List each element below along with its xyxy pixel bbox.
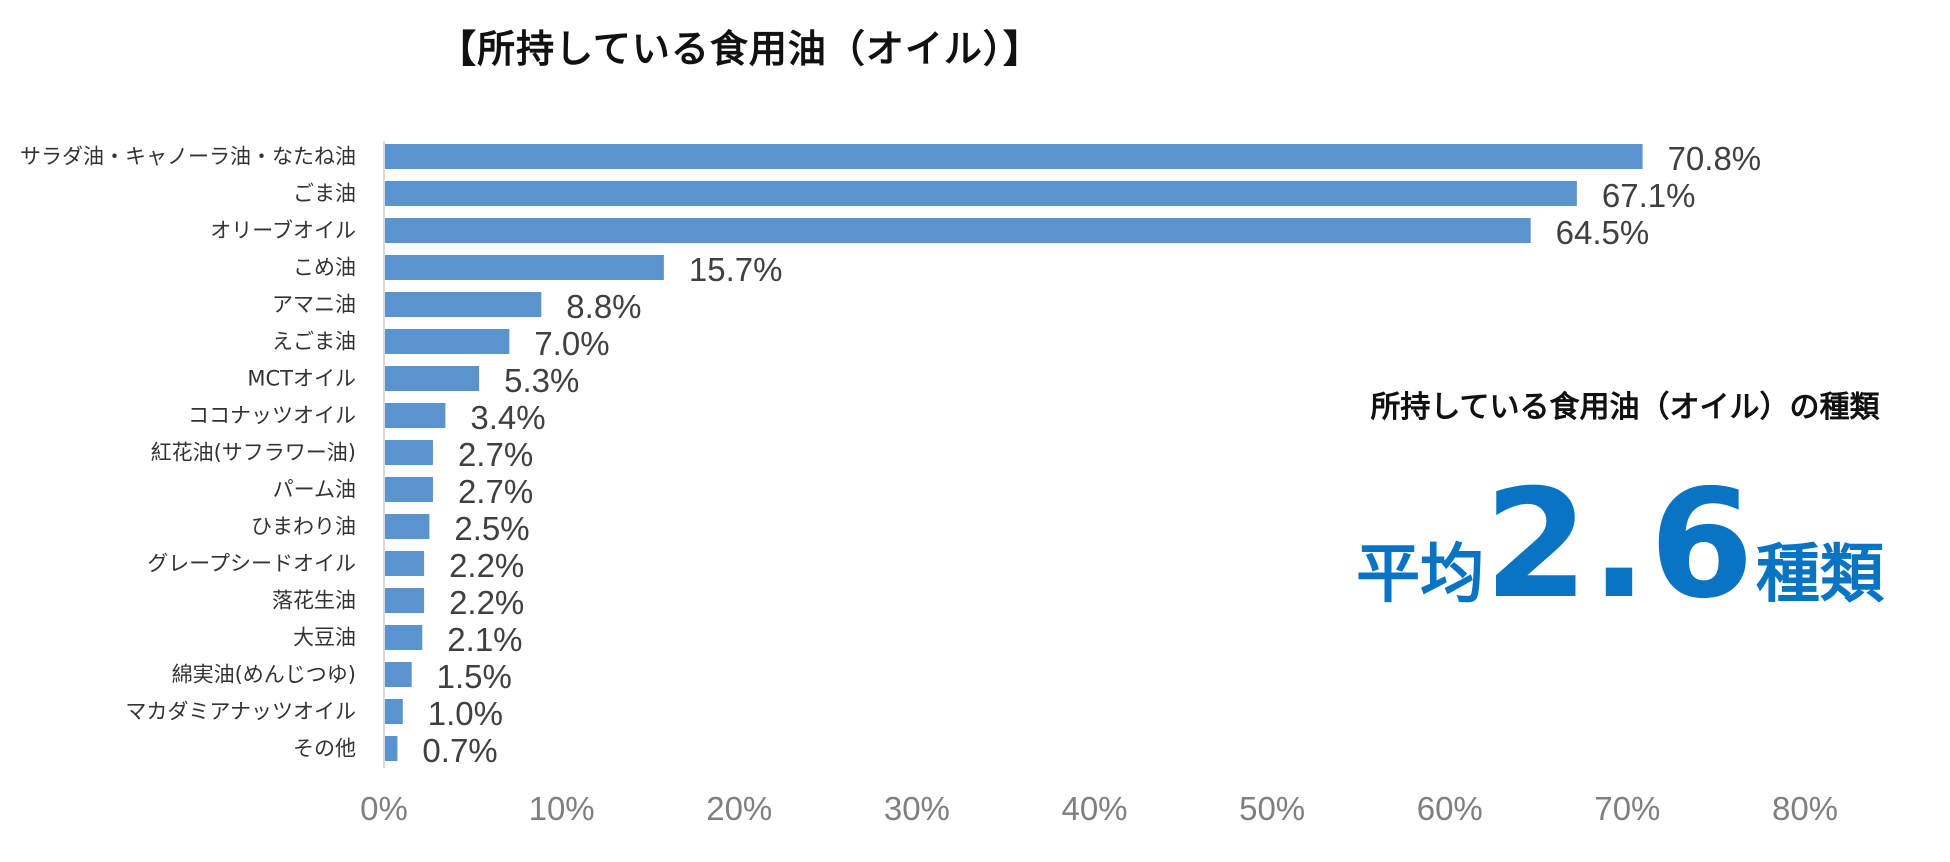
x-tick-label: 30%: [884, 790, 950, 827]
value-label: 2.2%: [449, 584, 524, 621]
bar-13: [385, 588, 425, 613]
bar-11: [385, 514, 430, 539]
summary-prefix: 平均: [1356, 538, 1485, 612]
value-label: 1.0%: [428, 695, 503, 732]
bar-9: [385, 440, 433, 465]
x-axis-ticks: 0% 10% 20% 30% 40% 50% 60% 70% 80%: [360, 790, 1838, 827]
category-label: マカダミアナッツオイル: [125, 700, 356, 724]
value-label: 7.0%: [534, 325, 609, 362]
bar-12: [385, 551, 425, 576]
value-label: 3.4%: [470, 399, 545, 436]
value-label: 2.5%: [454, 510, 529, 547]
category-label: サラダ油・キャノーラ油・なたね油: [20, 145, 356, 169]
value-label: 2.1%: [447, 621, 522, 658]
bars-group: [385, 144, 1643, 761]
summary-suffix: 種類: [1755, 538, 1884, 612]
value-label: 2.7%: [458, 473, 533, 510]
summary-number: 2.6: [1484, 458, 1756, 632]
value-label: 2.2%: [449, 547, 524, 584]
value-label: 0.7%: [422, 732, 497, 769]
bar-15: [385, 662, 412, 687]
category-label: 落花生油: [272, 589, 356, 613]
category-label: その他: [293, 737, 356, 761]
category-label: こめ油: [293, 256, 356, 280]
category-label: 綿実油(めんじつゆ): [172, 663, 356, 687]
bar-4: [385, 255, 664, 280]
bar-3: [385, 218, 1531, 243]
x-tick-label: 20%: [706, 790, 772, 827]
value-label: 70.8%: [1668, 140, 1762, 177]
bar-10: [385, 477, 433, 502]
value-label: 8.8%: [566, 288, 641, 325]
bar-1: [385, 144, 1643, 169]
category-label: ココナッツオイル: [188, 404, 356, 428]
x-tick-label: 40%: [1061, 790, 1127, 827]
x-tick-label: 10%: [529, 790, 595, 827]
bar-8: [385, 403, 446, 428]
bar-7: [385, 366, 480, 391]
category-label: ひまわり油: [251, 515, 356, 539]
value-label: 5.3%: [504, 362, 579, 399]
category-label: アマニ油: [272, 293, 356, 317]
x-tick-label: 80%: [1772, 790, 1838, 827]
value-label: 15.7%: [689, 251, 783, 288]
category-label: パーム油: [273, 478, 356, 502]
category-label: グレープシードオイル: [147, 552, 356, 576]
chart-title: 【所持している食用油（オイル）】: [438, 27, 1042, 71]
category-label: 紅花油(サフラワー油): [151, 441, 356, 465]
bar-2: [385, 181, 1577, 206]
category-label: オリーブオイル: [210, 219, 356, 243]
category-label: ごま油: [293, 182, 356, 206]
category-label: MCTオイル: [247, 367, 356, 391]
summary-heading: 所持している食用油（オイル）の種類: [1370, 390, 1880, 425]
value-label: 1.5%: [437, 658, 512, 695]
summary-average: 平均2.6種類: [1330, 470, 1910, 620]
bar-14: [385, 625, 423, 650]
value-label: 2.7%: [458, 436, 533, 473]
bar-6: [385, 329, 510, 354]
x-tick-label: 50%: [1239, 790, 1305, 827]
x-tick-label: 60%: [1417, 790, 1483, 827]
bar-16: [385, 699, 403, 724]
value-label: 64.5%: [1556, 214, 1650, 251]
value-label: 67.1%: [1602, 177, 1696, 214]
category-label: 大豆油: [293, 626, 356, 650]
x-tick-label: 70%: [1594, 790, 1660, 827]
category-label: えごま油: [272, 330, 356, 354]
value-labels: 70.8%67.1%64.5%15.7%8.8%7.0%5.3%3.4%2.7%…: [422, 140, 1761, 769]
bar-17: [385, 736, 398, 761]
bar-5: [385, 292, 542, 317]
x-tick-label: 0%: [360, 790, 408, 827]
